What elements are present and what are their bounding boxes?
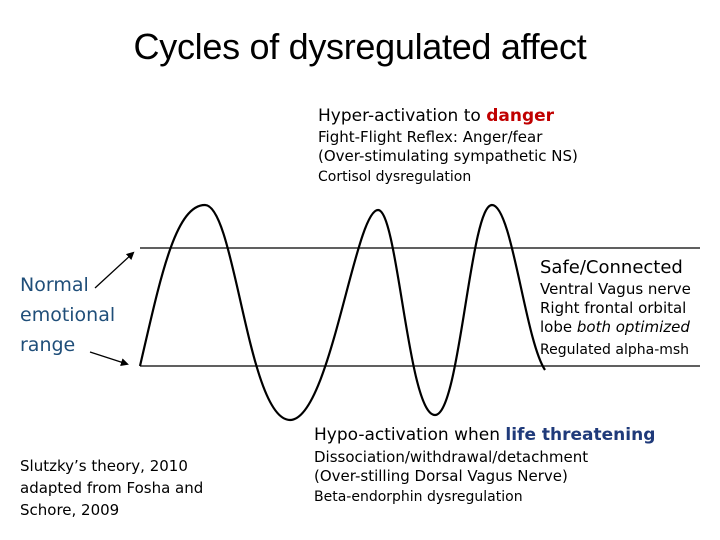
arrow-to-lower-line [89,351,129,366]
frontal-orbital-line: Right frontal orbital [540,299,687,317]
normal-range-label: Normal emotional range [20,270,140,360]
arrow-to-upper-line [94,251,135,289]
danger-emphasis: danger [486,106,555,126]
dorsal-vagus-line: (Over-stilling Dorsal Vagus Nerve) [314,467,568,485]
cortisol-line: Cortisol dysregulation [318,169,472,185]
optimized-emphasis: both optimized [576,318,690,336]
credit-line3: Schore, 2009 [20,501,120,519]
ventral-vagus-line: Ventral Vagus nerve [540,280,691,298]
affect-wave [138,203,546,422]
hypo-activation-heading: Hypo-activation when life threatening [314,425,655,445]
credit-line2: adapted from Fosha and [20,479,204,497]
normal-range-line3: range [20,334,76,356]
hyper-activation-heading: Hyper-activation to danger [318,106,554,126]
sympathetic-line: (Over-stimulating sympathetic NS) [318,147,578,165]
beta-endorphin-line: Beta-endorphin dysregulation [314,489,523,505]
threatening-emphasis: life threatening [505,425,656,445]
alpha-msh-line: Regulated alpha-msh [540,342,690,358]
normal-range-line2: emotional [20,304,116,326]
dissociation-line: Dissociation/withdrawal/detachment [314,448,589,466]
hyper-activation-prefix: Hyper-activation to [318,106,487,126]
page-title: Cycles of dysregulated affect [133,26,587,67]
normal-range-line1: Normal [20,274,89,296]
optimized-line: lobe both optimized [540,318,690,336]
safe-connected-heading: Safe/Connected [540,257,683,278]
credit-note: Slutzky’s theory, 2010 adapted from Fosh… [20,455,240,521]
optimized-prefix: lobe [540,318,577,336]
credit-line1: Slutzky’s theory, 2010 [20,457,188,475]
fight-flight-line: Fight-Flight Reflex: Anger/fear [318,128,543,146]
hypo-activation-prefix: Hypo-activation when [314,425,506,445]
